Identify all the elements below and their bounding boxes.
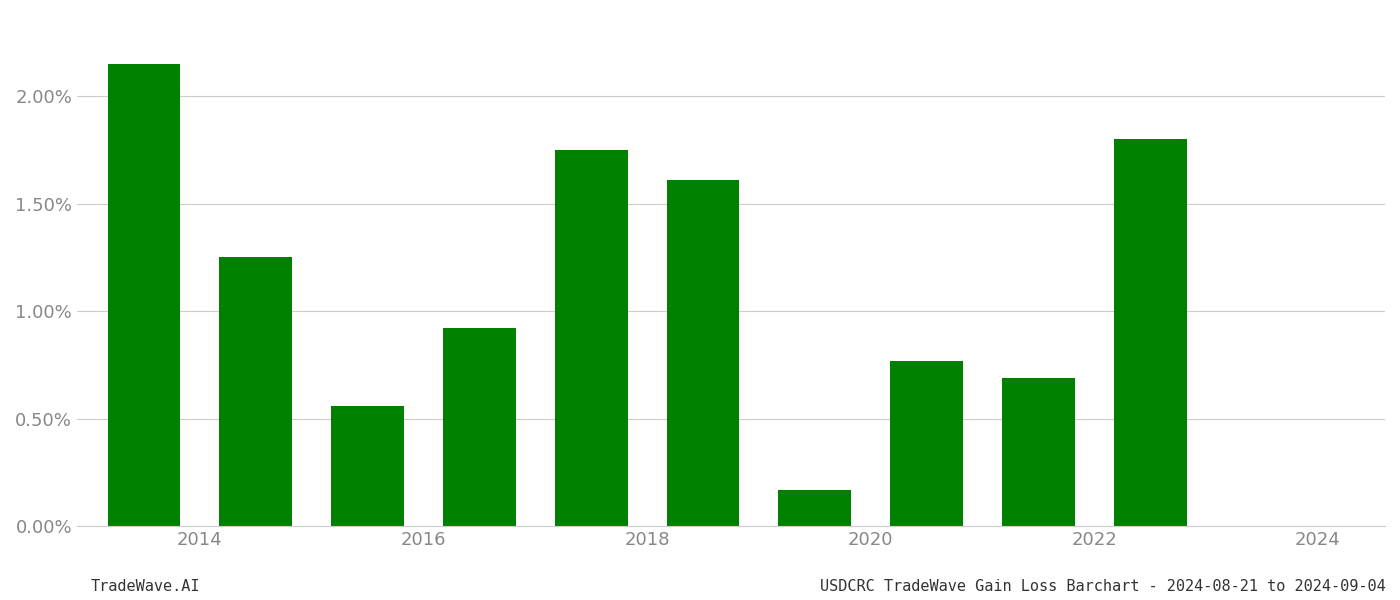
Bar [554,150,627,526]
Bar [778,490,851,526]
Bar [1114,139,1187,526]
Text: TradeWave.AI: TradeWave.AI [91,579,200,594]
Bar [332,406,403,526]
Bar [442,328,515,526]
Text: USDCRC TradeWave Gain Loss Barchart - 2024-08-21 to 2024-09-04: USDCRC TradeWave Gain Loss Barchart - 20… [820,579,1386,594]
Bar [1002,378,1075,526]
Bar [108,64,181,526]
Bar [220,257,293,526]
Bar [666,180,739,526]
Bar [890,361,963,526]
